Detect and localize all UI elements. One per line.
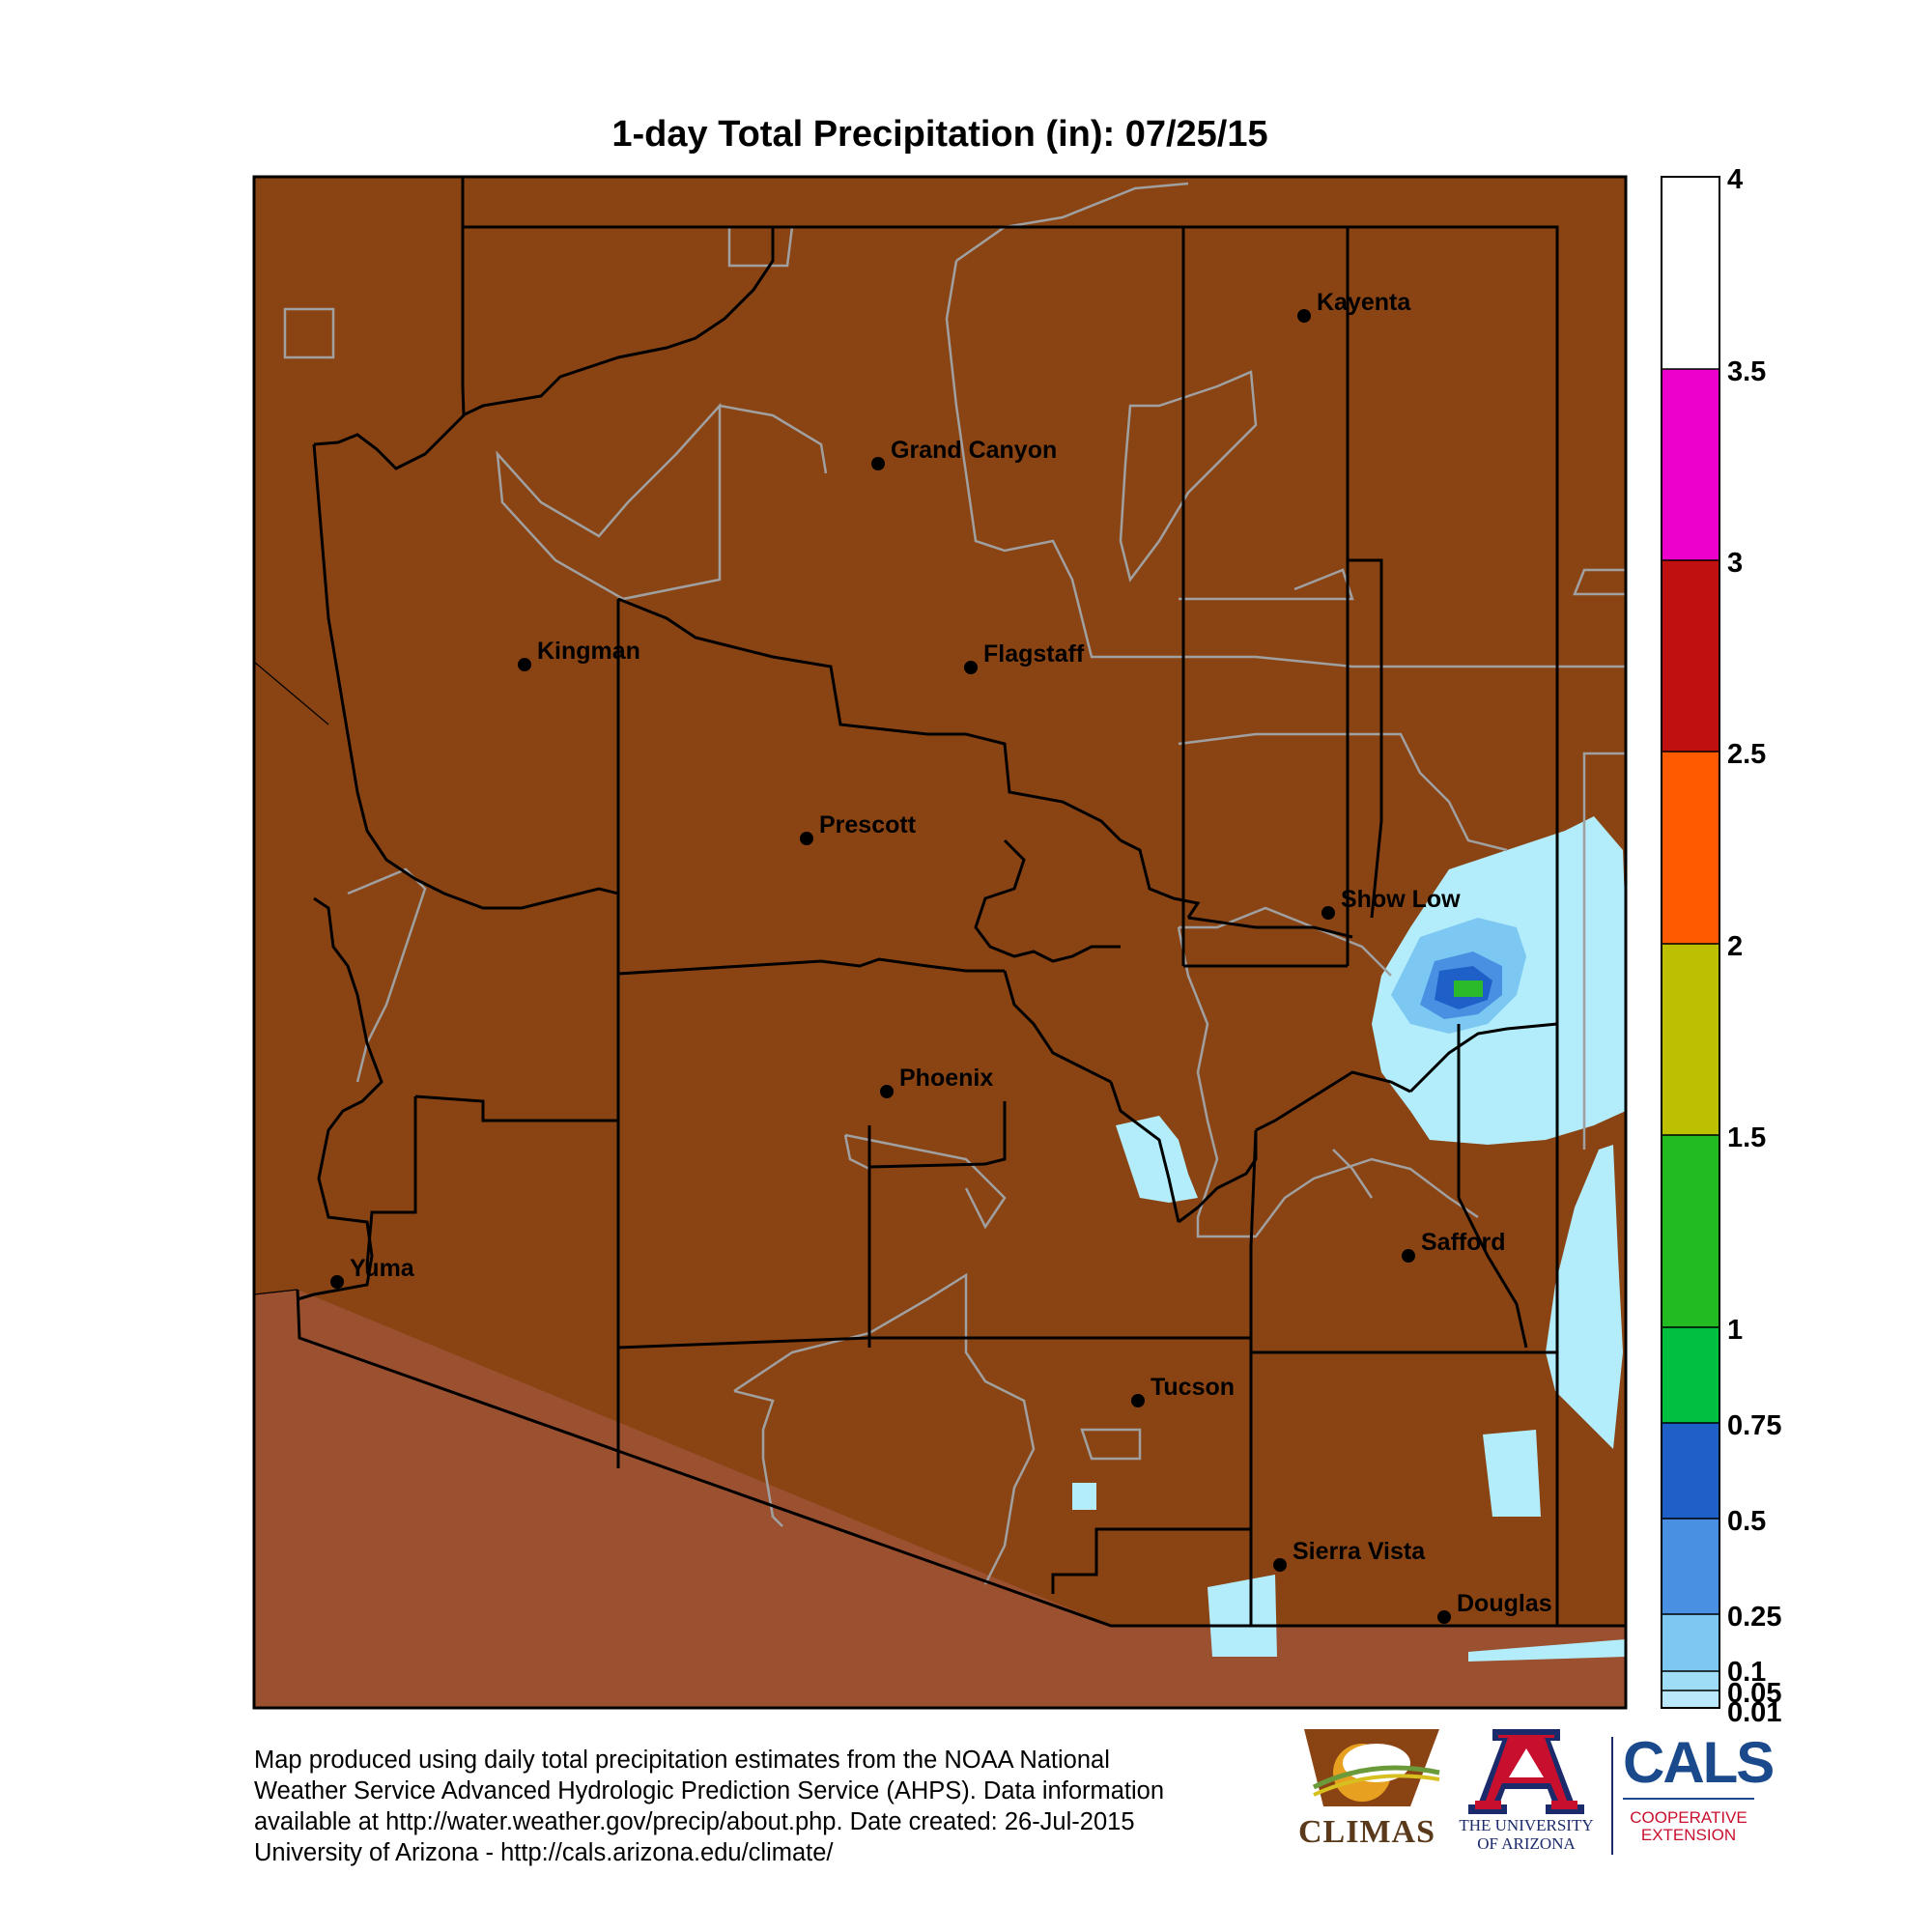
colorbar-tick-label: 0.75 — [1727, 1410, 1781, 1441]
colorbar-segment — [1662, 1614, 1719, 1671]
precip-region-border — [1468, 1639, 1626, 1662]
climas-emblem-icon — [1304, 1729, 1440, 1806]
city-dot — [518, 658, 531, 671]
climas-logo: CLIMAS — [1294, 1719, 1449, 1864]
city-label: Grand Canyon — [891, 437, 1057, 464]
colorbar-tick-label: 0.01 — [1727, 1697, 1781, 1728]
colorbar-segment — [1662, 944, 1719, 1135]
city-dot — [1437, 1610, 1451, 1624]
colorbar-segment — [1662, 1690, 1719, 1708]
cals-subtitle: COOPERATIVE EXTENSION — [1623, 1809, 1754, 1844]
outer-lines — [253, 177, 464, 1295]
precip-region-east-strip — [1546, 1145, 1623, 1449]
city-dot — [1297, 309, 1311, 323]
logos: CLIMAS THE UNIVERSITY OF ARIZONA CALS CO… — [1294, 1719, 1775, 1874]
colorbar-tick-label: 1 — [1727, 1315, 1743, 1346]
tribal-borders — [283, 182, 1626, 1585]
cals-sub-line-2: EXTENSION — [1640, 1826, 1737, 1844]
city-dot — [1273, 1558, 1287, 1572]
colorbar-tick-label: 0.5 — [1727, 1506, 1766, 1537]
city-label: Phoenix — [899, 1065, 993, 1092]
precip-overlays — [1072, 816, 1626, 1662]
city-label: Safford — [1421, 1229, 1506, 1256]
city-label: Show Low — [1341, 886, 1461, 913]
colorbar-segment — [1662, 1671, 1719, 1690]
city-dot — [800, 832, 813, 845]
city-dot — [1402, 1249, 1415, 1263]
colorbar-tick-label: 0.25 — [1727, 1602, 1781, 1633]
colorbar-segment — [1662, 752, 1719, 944]
colorbar-tick-label: 4 — [1727, 164, 1743, 195]
city-dot — [964, 661, 978, 674]
city-label: Yuma — [350, 1255, 415, 1282]
precip-region-tucson — [1072, 1483, 1096, 1510]
city-label: Prescott — [819, 811, 917, 838]
colorbar-tick-label: 0.05 — [1727, 1678, 1781, 1709]
city-dot — [1131, 1394, 1145, 1407]
footer-line-4: University of Arizona - http://cals.ariz… — [254, 1839, 834, 1866]
colorbar-segment — [1662, 1423, 1719, 1519]
footer-line-1: Map produced using daily total precipita… — [254, 1747, 1110, 1774]
cities-layer: Kayenta Grand Canyon Kingman Flagstaff Presc… — [330, 289, 1552, 1624]
city-dot — [1321, 906, 1335, 920]
city-label: Kingman — [537, 638, 640, 665]
arizona-a-icon — [1468, 1729, 1584, 1814]
footer-line-2: Weather Service Advanced Hydrologic Pred… — [254, 1777, 1165, 1804]
logo-divider — [1611, 1737, 1613, 1855]
colorbar-segment — [1662, 1135, 1719, 1327]
city-label: Tucson — [1151, 1374, 1235, 1401]
city-dot — [880, 1085, 894, 1098]
colorbar-tick-label: 3.5 — [1727, 356, 1766, 387]
county-borders — [296, 177, 1626, 1628]
city-label: Flagstaff — [983, 640, 1085, 668]
colorbar-tick-label: 3 — [1727, 548, 1743, 579]
cals-sub-line-1: COOPERATIVE — [1630, 1808, 1747, 1827]
footer-text: Map produced using daily total precipita… — [254, 1745, 1297, 1868]
ua-line-1: THE UNIVERSITY — [1459, 1816, 1594, 1834]
ua-wordmark: THE UNIVERSITY OF ARIZONA — [1454, 1816, 1599, 1853]
colorbar-segment — [1662, 1519, 1719, 1614]
colorbar-segment — [1662, 1327, 1719, 1423]
city-dot — [871, 457, 885, 470]
precip-region-southeast — [1483, 1430, 1541, 1517]
map-frame — [252, 175, 1628, 1710]
precip-region-central — [1116, 1116, 1198, 1203]
precip-region-sierra-vista — [1208, 1575, 1277, 1657]
colorbar-tick-label: 0.1 — [1727, 1657, 1766, 1688]
cals-logo: CALS COOPERATIVE EXTENSION — [1623, 1729, 1775, 1844]
city-label: Douglas — [1457, 1590, 1552, 1617]
footer-line-3: available at http://water.weather.gov/pr… — [254, 1808, 1135, 1835]
city-label: Sierra Vista — [1293, 1538, 1426, 1565]
cals-wordmark: CALS — [1623, 1730, 1775, 1795]
colorbar-tick-label: 2.5 — [1727, 739, 1766, 770]
city-label: Kayenta — [1317, 289, 1411, 316]
colorbar-tick-label: 2 — [1727, 931, 1743, 962]
university-of-arizona-logo: THE UNIVERSITY OF ARIZONA — [1454, 1719, 1599, 1864]
colorbar: 4 3.5 3 2.5 2 1.5 1 0.75 0.5 0.25 0.10.050.01 — [1661, 164, 1781, 1728]
mexico-area — [254, 1290, 1626, 1708]
cals-rule — [1623, 1798, 1754, 1800]
colorbar-tick-label: 1.5 — [1727, 1122, 1766, 1153]
map-title: 1-day Total Precipitation (in): 07/25/15 — [611, 114, 1268, 155]
city-dot — [330, 1275, 344, 1289]
colorbar-segment — [1662, 560, 1719, 752]
precip-region-east-1 — [1454, 980, 1483, 997]
ua-line-2: OF ARIZONA — [1477, 1834, 1576, 1853]
colorbar-segment — [1662, 177, 1719, 369]
climas-wordmark: CLIMAS — [1298, 1814, 1436, 1850]
colorbar-segment — [1662, 369, 1719, 560]
